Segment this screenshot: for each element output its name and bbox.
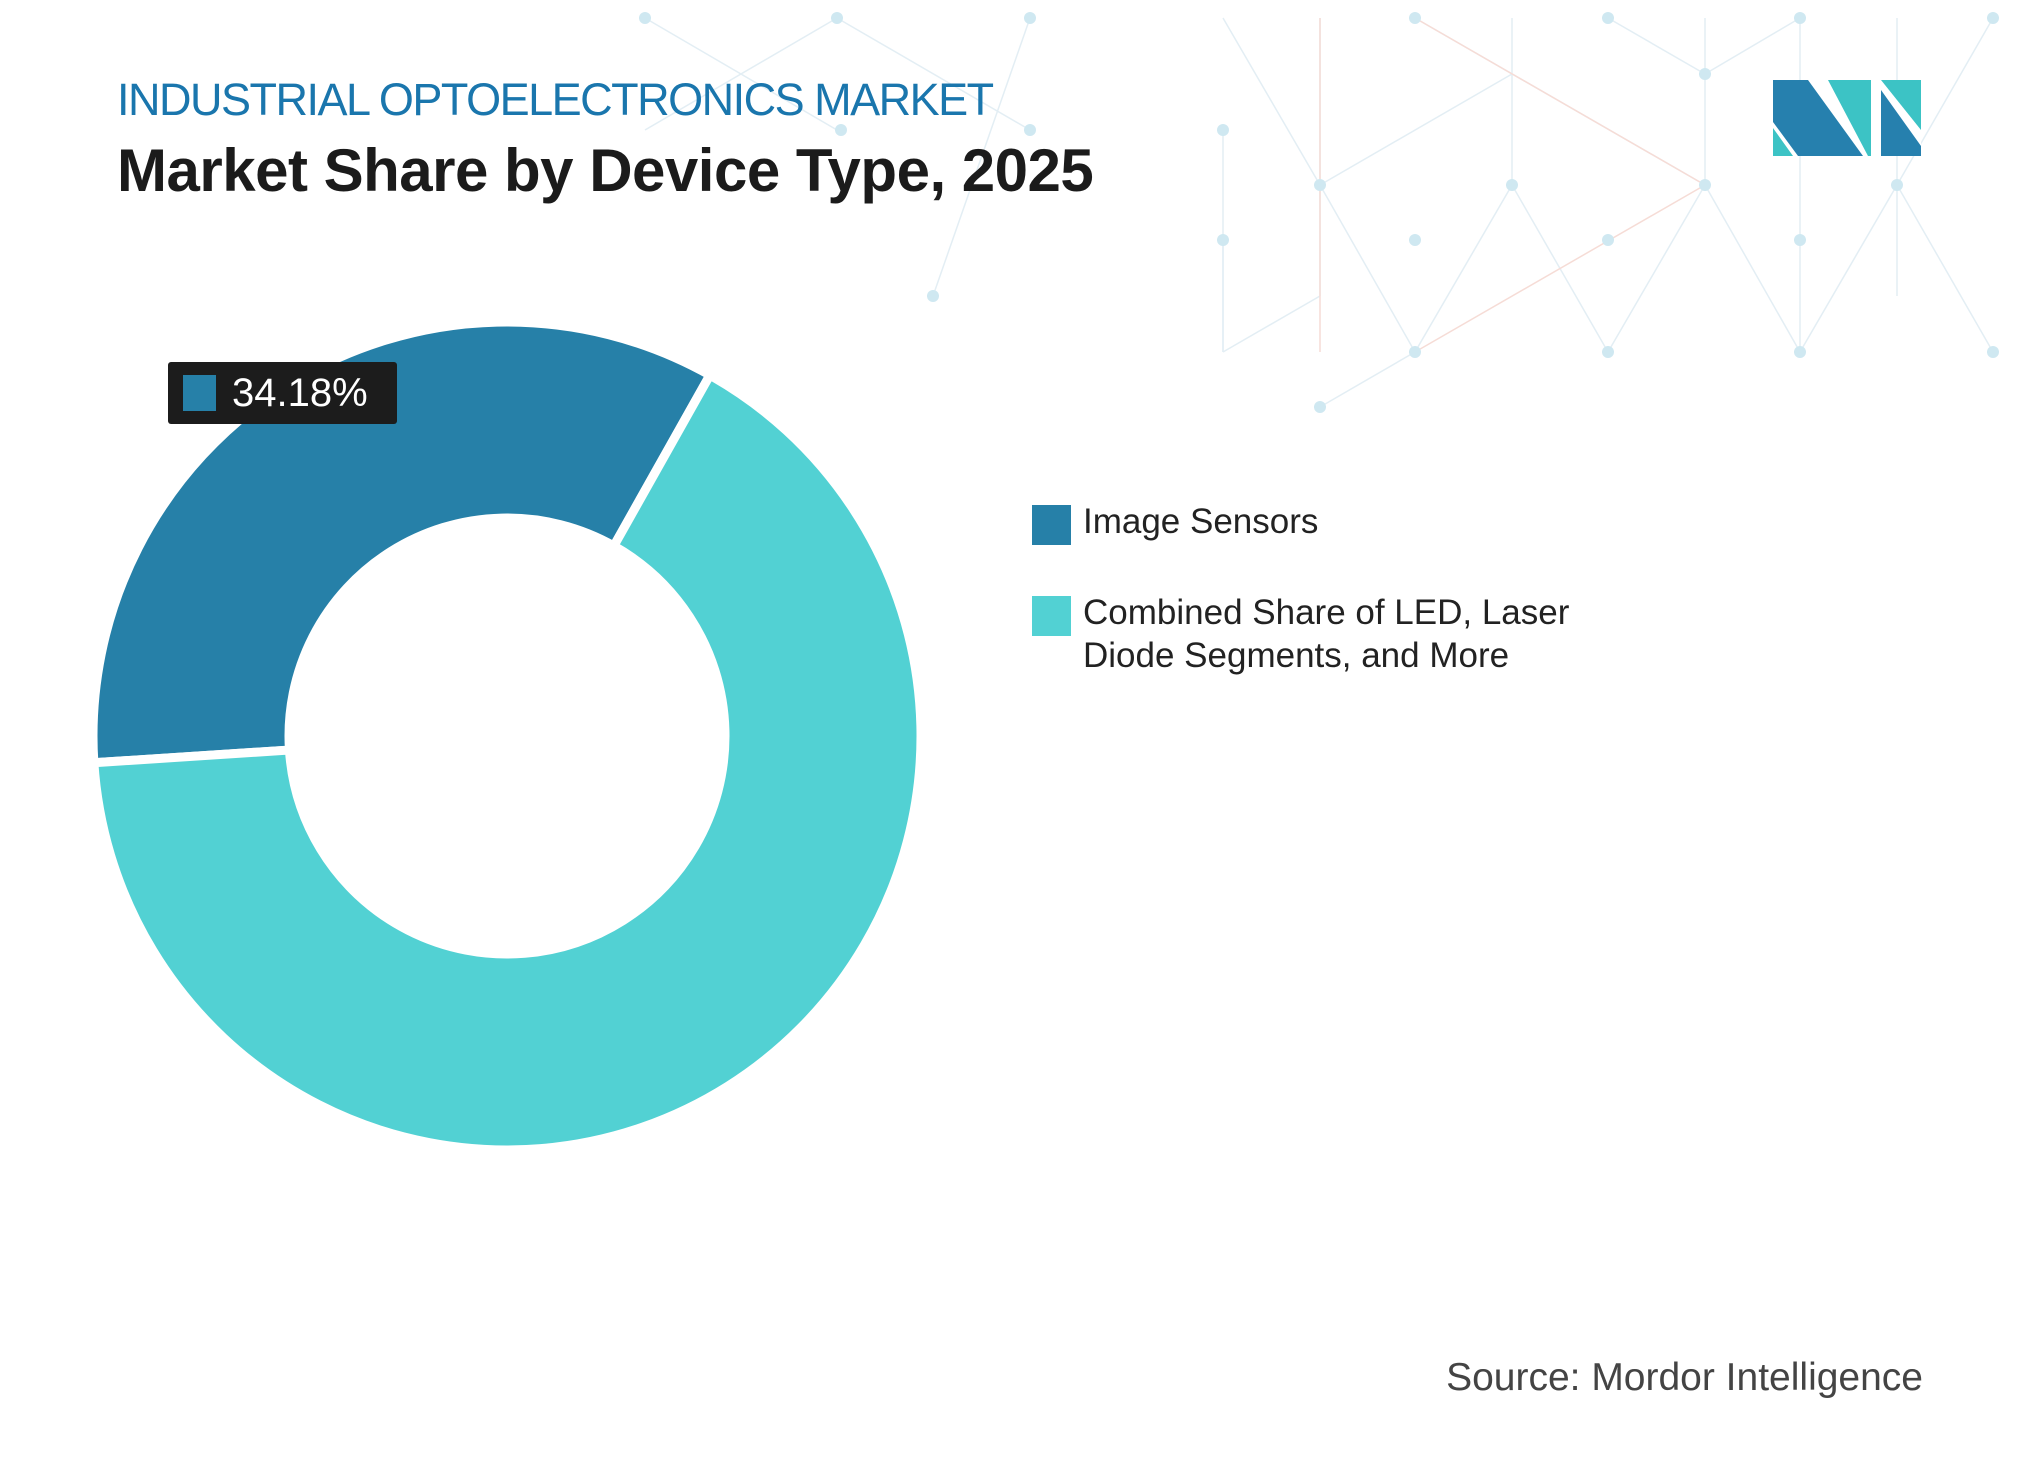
pattern-dot (1217, 124, 1229, 136)
pattern-line (1319, 184, 1416, 353)
pattern-line (1222, 17, 1321, 186)
data-label-image-sensors: 34.18% (168, 362, 397, 424)
pattern-dot (1699, 179, 1711, 191)
pattern-dot (1987, 12, 1999, 24)
pattern-dot (1409, 346, 1421, 358)
pattern-dot (1891, 179, 1903, 191)
pattern-line-accent (1414, 184, 1706, 353)
pattern-dot (927, 290, 939, 302)
pattern-dot (1506, 179, 1518, 191)
pattern-line (1896, 17, 1994, 186)
pattern-dot (1699, 68, 1711, 80)
pattern-dot (1602, 346, 1614, 358)
pattern-dot (1024, 12, 1036, 24)
pattern-dot (1314, 179, 1326, 191)
pattern-line (1704, 184, 1801, 353)
pattern-dot (1602, 12, 1614, 24)
pattern-dot (835, 124, 847, 136)
legend-item-image-sensors[interactable]: Image Sensors (1032, 500, 1643, 545)
pattern-dot (1602, 234, 1614, 246)
pattern-line (644, 17, 838, 131)
pattern-line (1607, 184, 1706, 353)
legend-item-combined-share[interactable]: Combined Share of LED, Laser Diode Segme… (1032, 591, 1643, 677)
pattern-dot (1409, 12, 1421, 24)
mordor-intelligence-logo (1773, 80, 1921, 156)
pattern-line-accent (1414, 17, 1706, 186)
data-label-swatch (183, 375, 216, 411)
pattern-dot (1409, 234, 1421, 246)
pattern-dot (1024, 124, 1036, 136)
pattern-line (1414, 184, 1513, 353)
pattern-line (1799, 184, 1898, 353)
chart-kicker: INDUSTRIAL OPTOELECTRONICS MARKET (117, 74, 994, 125)
legend: Image Sensors Combined Share of LED, Las… (1032, 500, 1643, 723)
legend-label: Image Sensors (1083, 502, 1319, 541)
pattern-line (1704, 17, 1801, 75)
pattern-dot (831, 12, 843, 24)
source-note: Source: Mordor Intelligence (1446, 1356, 1923, 1399)
pattern-line (1319, 73, 1513, 186)
legend-swatch (1032, 505, 1071, 545)
pattern-dot (1987, 346, 1999, 358)
data-label-text: 34.18% (232, 370, 368, 415)
legend-swatch (1032, 596, 1071, 636)
pattern-dot (1217, 234, 1229, 246)
pattern-dot (1794, 234, 1806, 246)
chart-title: Market Share by Device Type, 2025 (117, 137, 1094, 204)
pattern-dot (1794, 12, 1806, 24)
pattern-dot (1314, 401, 1326, 413)
pattern-line (1607, 17, 1706, 75)
pattern-dot (1794, 346, 1806, 358)
legend-label: Combined Share of LED, Laser Diode Segme… (1083, 593, 1570, 675)
pattern-line (1319, 351, 1416, 408)
pattern-dot (639, 12, 651, 24)
donut-slice-1 (89, 368, 926, 1155)
pattern-line (932, 17, 1031, 297)
pattern-line (1896, 184, 1994, 353)
donut-slice-0 (88, 317, 717, 768)
pattern-line (1222, 295, 1321, 353)
